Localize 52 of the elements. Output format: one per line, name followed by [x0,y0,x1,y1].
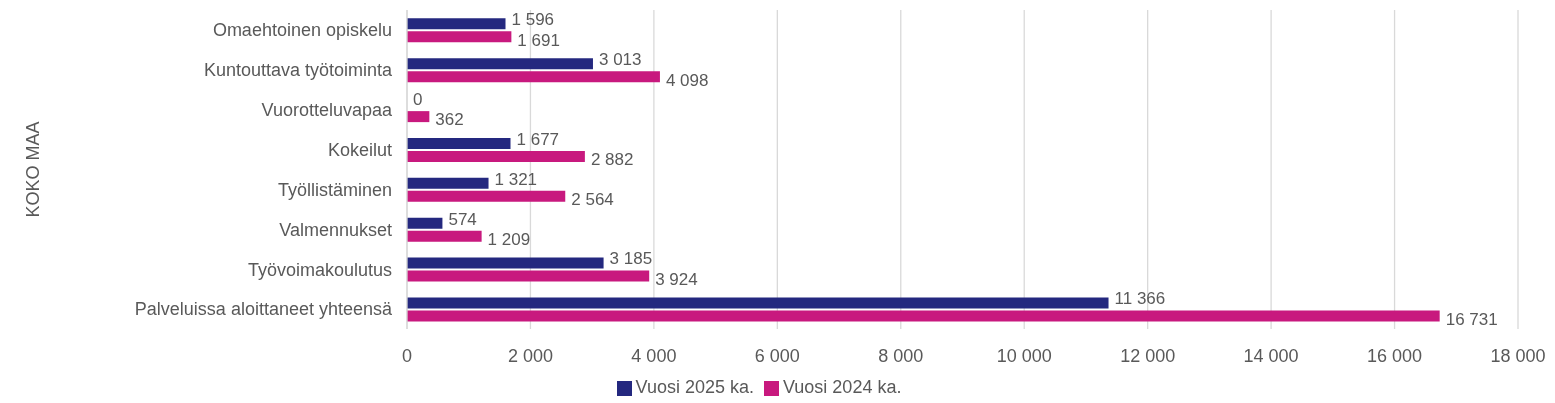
y-tick-label: Vuorotteluvapaa [261,100,393,121]
bar [407,217,443,229]
x-tick-label: 12 000 [1120,345,1176,366]
x-tick-label: 8 000 [878,345,924,366]
x-tick-label: 18 000 [1490,345,1546,366]
bar [407,138,511,149]
data-label: 574 [448,209,477,229]
bar [407,58,593,70]
legend-label: Vuosi 2025 ka. [635,377,754,397]
legend-label: Vuosi 2024 ka. [783,377,902,397]
data-label: 11 366 [1114,289,1166,309]
data-label: 1 596 [511,10,555,30]
x-tick-label: 6 000 [754,345,800,366]
data-label: 3 013 [598,50,642,70]
data-label: 0 [413,89,423,109]
data-label: 362 [435,110,464,130]
data-label: 1 677 [516,129,560,149]
bar [407,111,430,123]
bar [407,177,489,189]
y-tick-label: Kokeilut [327,139,392,160]
y-tick-label: Palveluissa aloittaneet yhteensä [134,299,393,320]
x-tick-label: 0 [401,345,413,366]
data-label: 1 321 [494,169,538,189]
data-label: 16 731 [1445,309,1498,329]
y-tick-label: Valmennukset [279,219,392,240]
x-tick-label: 14 000 [1243,345,1299,366]
data-label: 3 924 [655,269,698,289]
bar [407,257,604,269]
bar [407,297,1109,309]
bar [407,31,512,43]
text: KOKO MAA [23,121,43,218]
bar [407,71,660,83]
y-tick-label: Kuntouttava työtoiminta [203,60,393,81]
bar [407,270,650,282]
data-label: 1 209 [487,230,531,250]
data-label: 1 691 [517,30,560,50]
y-tick-label: Työllistäminen [277,179,392,200]
y-tick-label: Omaehtoinen opiskelu [212,20,392,41]
bar [407,151,585,162]
bar [407,190,566,202]
x-tick-label: 10 000 [996,345,1052,366]
bar [407,310,1440,322]
data-label: 2 882 [590,150,634,170]
x-tick-label: 16 000 [1367,345,1423,366]
data-label: 4 098 [665,70,709,90]
x-tick-label: 2 000 [507,345,553,366]
data-label: 2 564 [571,190,614,210]
data-label: 3 185 [609,249,653,269]
y-tick-label: Työvoimakoulutus [247,259,392,280]
bar [407,230,482,242]
x-tick-label: 4 000 [631,345,677,366]
bar [407,18,506,30]
